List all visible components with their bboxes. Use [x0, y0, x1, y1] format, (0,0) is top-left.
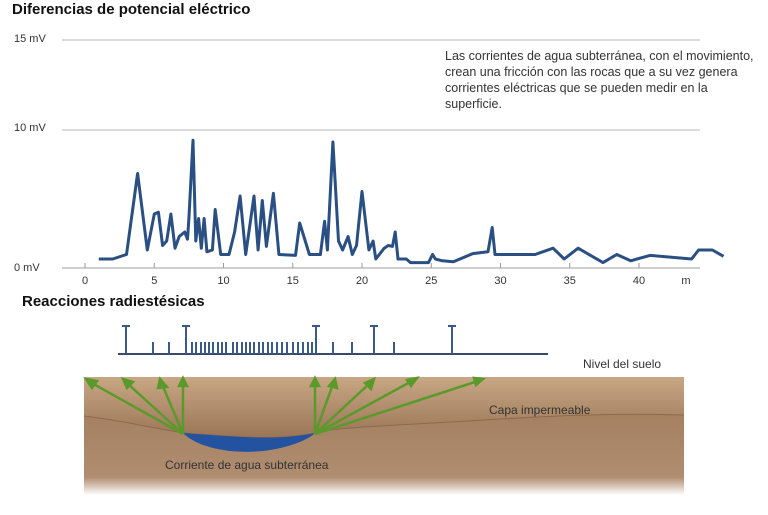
- arrow: [314, 376, 486, 436]
- section-title-radiesthesia: Reacciones radiestésicas: [22, 293, 205, 310]
- potential-chart: 0 5 10 15 20 25 30 35 40 m: [62, 39, 725, 287]
- reaction-marks: [122, 325, 456, 354]
- x-tick-label: 5: [151, 275, 157, 287]
- arrow: [120, 377, 184, 435]
- x-tick-label: 10: [217, 275, 229, 287]
- x-ticks: 0 5 10 15 20 25 30 35 40 m: [82, 263, 691, 287]
- x-tick-label: 40: [633, 275, 645, 287]
- arrow: [176, 375, 190, 434]
- x-tick-label: 35: [564, 275, 576, 287]
- x-tick-label: 20: [356, 275, 368, 287]
- ground-level-label: Nivel del suelo: [583, 357, 662, 371]
- stream-label: Corriente de agua subterránea: [165, 458, 329, 472]
- y-tick-label: 15 mV: [14, 33, 46, 45]
- arrow: [314, 376, 376, 435]
- arrow: [313, 376, 339, 435]
- arrow: [308, 375, 322, 434]
- annotation-text: Las corrientes de agua subterránea, con …: [445, 49, 754, 111]
- radiation-arrows: [83, 375, 486, 436]
- underground-stream: [183, 433, 315, 452]
- series-line: [98, 138, 725, 265]
- arrow: [156, 376, 185, 435]
- chart-title: Diferencias de potencial eléctrico: [12, 1, 251, 18]
- x-tick-label: 30: [494, 275, 506, 287]
- impermeable-layer-label: Capa impermeable: [489, 403, 591, 417]
- x-tick-label: 25: [425, 275, 437, 287]
- x-tick-label: 15: [287, 275, 299, 287]
- arrow: [314, 376, 420, 436]
- x-tick-label: 0: [82, 275, 88, 287]
- y-tick-label: 0 mV: [14, 262, 40, 274]
- arrow: [83, 377, 184, 436]
- y-tick-label: 10 mV: [14, 122, 46, 134]
- x-unit-label: m: [681, 275, 690, 287]
- upper-soil-layer: [84, 377, 684, 438]
